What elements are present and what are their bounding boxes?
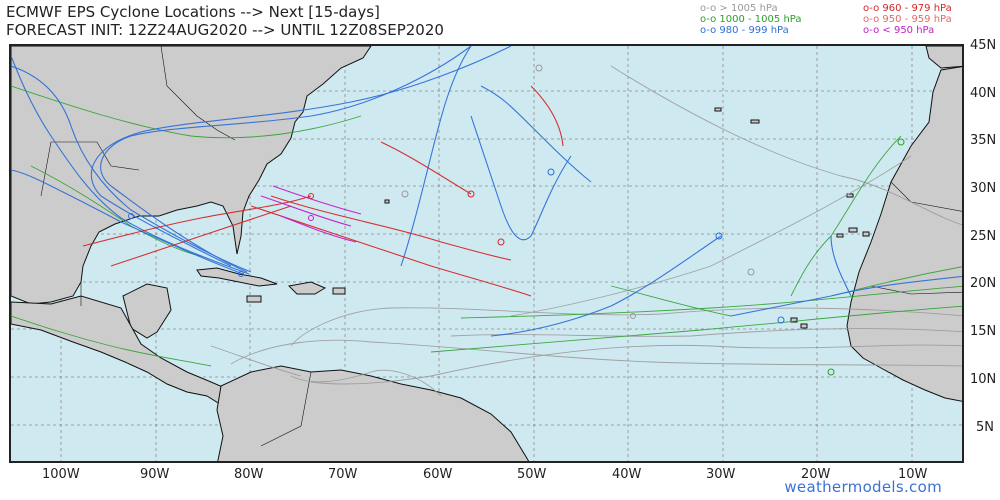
- lon-label-30w: 30W: [706, 467, 736, 482]
- magenta-tracks: [260, 185, 362, 243]
- legend-column-1: o-o > 1005 hPa o-o 1000 - 1005 hPa o-o 9…: [700, 3, 801, 36]
- credit-link[interactable]: weathermodels.com: [784, 478, 942, 496]
- lon-label-20w: 20W: [801, 467, 831, 482]
- lon-label-10w: 10W: [898, 467, 928, 482]
- jamaica-land: [246, 295, 262, 303]
- forecast-init-line: FORECAST INIT: 12Z24AUG2020 --> UNTIL 12…: [6, 21, 444, 39]
- lat-label-20n: 20N: [970, 276, 997, 291]
- legend-item-gray: o-o > 1005 hPa: [700, 3, 778, 14]
- track-nodes: [128, 64, 905, 376]
- lat-label-35n: 35N: [970, 133, 997, 148]
- puerto-rico-land: [332, 287, 346, 295]
- hispaniola-land: [287, 281, 327, 295]
- azores-islands: [714, 107, 760, 124]
- title-block: ECMWF EPS Cyclone Locations --> Next [15…: [6, 3, 444, 39]
- lat-label-30n: 30N: [970, 181, 997, 196]
- lon-label-70w: 70W: [328, 467, 358, 482]
- lat-label-5n: 5N: [976, 420, 994, 435]
- lon-label-60w: 60W: [423, 467, 453, 482]
- central-america-land: [11, 295, 234, 407]
- yucatan-land: [122, 283, 172, 339]
- canary-islands: [836, 227, 870, 238]
- lat-label-45n: 45N: [970, 38, 997, 53]
- legend-item-salmon: o-o 950 - 959 hPa: [863, 14, 952, 25]
- land-layer: [11, 46, 962, 461]
- south-america-land: [216, 365, 530, 461]
- africa-land: [846, 66, 962, 402]
- cuba-land: [196, 267, 278, 287]
- madeira-island: [846, 193, 854, 198]
- map-canvas: [11, 46, 962, 461]
- north-america-land: [11, 46, 372, 305]
- lon-label-40w: 40W: [612, 467, 642, 482]
- lat-label-15n: 15N: [970, 324, 997, 339]
- lon-label-50w: 50W: [517, 467, 547, 482]
- iberia-land: [925, 46, 962, 69]
- map-panel: [9, 44, 964, 463]
- lon-label-100w: 100W: [42, 467, 80, 482]
- blue-tracks: [11, 46, 962, 337]
- legend-column-2: o-o 960 - 979 hPa o-o 950 - 959 hPa o-o …: [863, 3, 952, 36]
- lat-label-25n: 25N: [970, 229, 997, 244]
- bermuda-island: [384, 199, 390, 204]
- legend-item-magenta: o-o < 950 hPa: [863, 25, 935, 36]
- lon-label-90w: 90W: [140, 467, 170, 482]
- lon-label-80w: 80W: [234, 467, 264, 482]
- legend-item-blue: o-o 980 - 999 hPa: [700, 25, 789, 36]
- red-tracks: [82, 85, 564, 297]
- lat-label-40n: 40N: [970, 86, 997, 101]
- lat-label-10n: 10N: [970, 372, 997, 387]
- legend-item-green: o-o 1000 - 1005 hPa: [700, 14, 802, 25]
- cape-verde-islands: [790, 317, 808, 329]
- chart-title: ECMWF EPS Cyclone Locations --> Next [15…: [6, 3, 380, 21]
- legend-item-red: o-o 960 - 979 hPa: [863, 3, 952, 14]
